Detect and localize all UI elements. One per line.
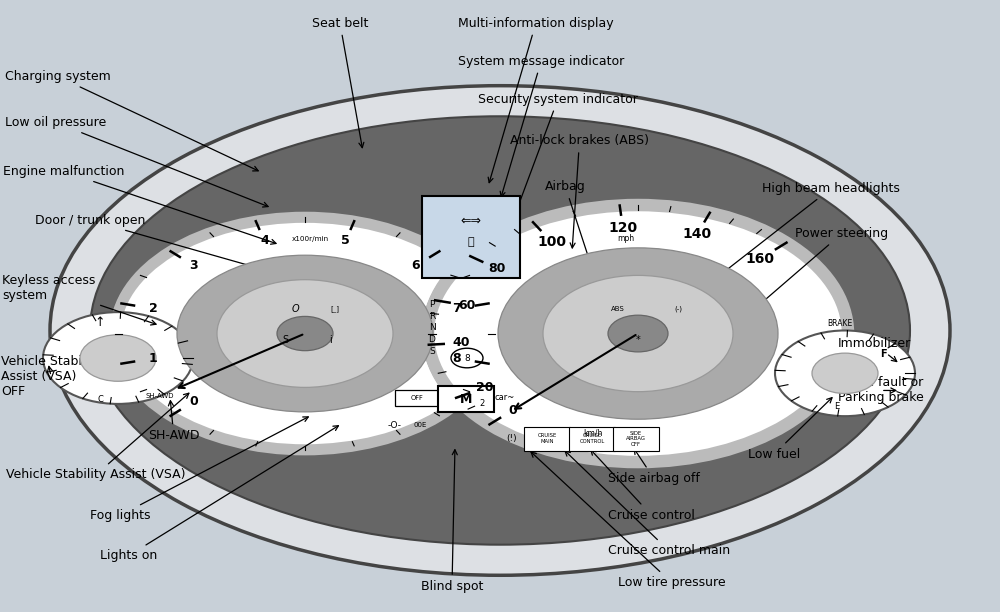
Text: ⓘ: ⓘ [468,237,474,247]
Circle shape [451,348,483,368]
Circle shape [775,330,915,416]
Text: ⇐⇒: ⇐⇒ [460,215,482,228]
Text: Blind spot: Blind spot [421,450,483,593]
Text: ↑: ↑ [95,316,105,329]
Text: Low oil pressure: Low oil pressure [5,116,268,207]
Text: 0: 0 [508,404,517,417]
Text: F: F [880,349,886,359]
Text: 100: 100 [537,235,566,249]
Text: SH-AWD: SH-AWD [148,401,200,442]
Circle shape [423,202,853,465]
Text: (!): (!) [507,435,517,443]
Text: 3: 3 [190,259,198,272]
Text: 80: 80 [488,262,505,275]
Circle shape [812,353,878,394]
Text: 00E: 00E [413,422,427,428]
Circle shape [177,255,433,412]
Text: 2: 2 [479,400,485,408]
Ellipse shape [50,86,950,575]
Text: SH-AWD: SH-AWD [146,393,174,399]
Text: Security system indicator: Security system indicator [478,92,638,214]
Text: x100r/min: x100r/min [291,236,329,242]
Circle shape [110,214,500,453]
Text: -O-: -O- [388,421,402,430]
Text: i: i [329,335,331,345]
Text: 4: 4 [260,234,269,247]
Text: OFF: OFF [411,395,423,401]
Text: Low tire pressure: Low tire pressure [531,452,726,589]
Text: 0: 0 [190,395,198,408]
Text: BRAKE: BRAKE [827,319,853,327]
Text: 6: 6 [412,259,420,272]
Text: Vehicle Stability Assist (VSA): Vehicle Stability Assist (VSA) [6,394,189,482]
Text: M: M [460,392,472,406]
Circle shape [543,275,733,392]
Text: *: * [636,335,640,345]
Text: SIDE
AIRBAG
OFF: SIDE AIRBAG OFF [626,430,646,447]
Text: 160: 160 [746,252,775,266]
Text: 20: 20 [476,381,493,394]
Text: 1: 1 [149,352,158,365]
FancyBboxPatch shape [438,386,494,412]
Text: 2: 2 [149,302,158,315]
FancyBboxPatch shape [524,427,570,451]
Text: 60: 60 [458,299,476,312]
Text: Immobilizer: Immobilizer [838,337,911,362]
Circle shape [498,248,778,419]
FancyBboxPatch shape [569,427,615,451]
Text: P
R
N
D
S: P R N D S [429,300,435,356]
Text: Multi-information display: Multi-information display [458,17,614,182]
Text: Vehicle Stability
Assist (VSA)
OFF: Vehicle Stability Assist (VSA) OFF [1,355,101,398]
Text: [_]: [_] [330,305,339,313]
Circle shape [217,280,393,387]
Text: (-): (-) [674,306,682,312]
Text: Anti-lock brakes (ABS): Anti-lock brakes (ABS) [510,134,649,248]
Text: Fog lights: Fog lights [90,417,308,522]
Text: 8: 8 [452,352,461,365]
Text: Low fuel: Low fuel [748,398,832,461]
Text: CRUISE
CONTROL: CRUISE CONTROL [579,433,605,444]
Text: Airbag: Airbag [545,180,592,264]
Text: 7: 7 [452,302,461,315]
Text: ABS: ABS [611,306,625,312]
Text: O: O [291,304,299,314]
Text: Power steering: Power steering [751,227,888,312]
Text: S: S [282,335,288,345]
Text: 8: 8 [464,354,470,362]
FancyBboxPatch shape [422,196,520,278]
Text: Brake fault or
Parking brake: Brake fault or Parking brake [838,376,924,405]
Text: 120: 120 [608,221,637,235]
Ellipse shape [90,116,910,545]
FancyBboxPatch shape [613,427,659,451]
Circle shape [128,225,482,442]
Text: km/h: km/h [583,428,603,437]
Text: Keyless access
system: Keyless access system [2,274,156,325]
Text: High beam headlights: High beam headlights [721,182,900,274]
Circle shape [80,335,156,381]
Text: 140: 140 [683,227,712,241]
Circle shape [43,312,193,404]
Text: Seat belt: Seat belt [312,17,368,147]
Text: Door / trunk open: Door / trunk open [35,214,291,278]
Circle shape [277,316,333,351]
Circle shape [443,214,833,453]
Text: Cruise control main: Cruise control main [565,451,730,558]
Text: Charging system: Charging system [5,70,258,171]
Text: Side airbag off: Side airbag off [608,449,700,485]
Text: Lights on: Lights on [100,426,338,562]
Text: 5: 5 [341,234,350,247]
Text: Engine malfunction: Engine malfunction [3,165,276,244]
Text: Cruise control: Cruise control [591,450,695,522]
Text: 40: 40 [453,337,470,349]
Text: CRUISE
MAIN: CRUISE MAIN [537,433,557,444]
Circle shape [608,315,668,352]
FancyBboxPatch shape [395,390,439,406]
Text: mph: mph [617,234,635,243]
Text: C: C [97,395,103,404]
Text: E: E [834,403,840,411]
Text: System message indicator: System message indicator [458,54,624,196]
Text: car~: car~ [495,394,515,402]
